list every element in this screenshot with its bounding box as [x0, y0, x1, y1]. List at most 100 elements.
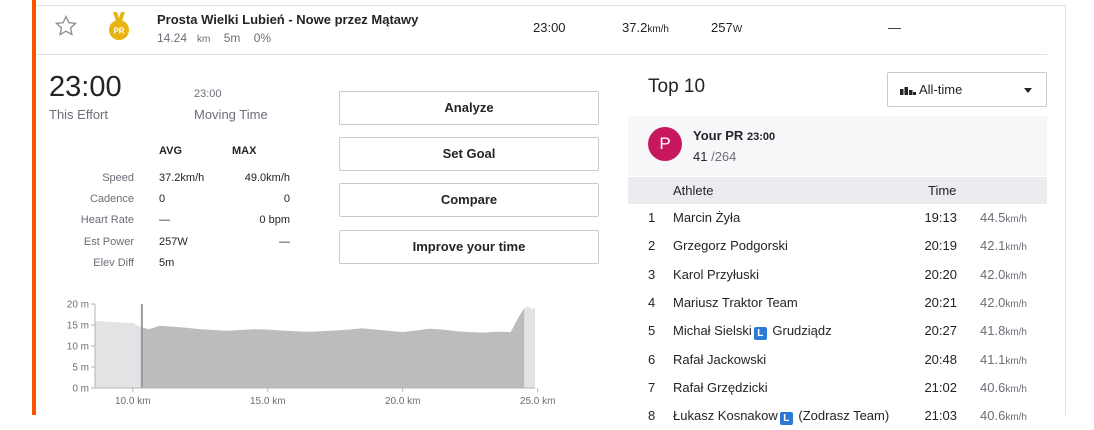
- table-row: 8 Łukasz Kosnakow L (Zodrasz Team) 21:03 40.…: [628, 402, 1047, 430]
- segment-start-marker: [140, 304, 143, 388]
- athlete-rank: 1: [648, 210, 656, 225]
- segment-grade: 0%: [253, 31, 272, 45]
- stat-max: 0 bpm: [259, 214, 290, 226]
- stat-label: Speed: [102, 172, 134, 184]
- segment-meta: 14.24 km 5m 0%: [157, 31, 281, 45]
- moving-time-value: 23:00: [194, 88, 222, 100]
- athlete-name-link[interactable]: Rafał Grzędzicki: [673, 379, 768, 395]
- segment-time: 23:00: [533, 20, 566, 35]
- stat-label: Est Power: [83, 236, 134, 248]
- star-icon[interactable]: [54, 14, 78, 38]
- segment-power: 257W: [711, 20, 743, 35]
- athlete-time: 20:21: [924, 294, 957, 310]
- athlete-speed: 42.1km/h: [980, 238, 1027, 254]
- x-tick-label: 15.0 km: [250, 396, 286, 407]
- stats-row: Elev Diff 5m: [60, 257, 300, 273]
- table-row: 4 Mariusz Traktor Team 20:21 42.0km/h: [628, 289, 1047, 317]
- chevron-down-icon: [1024, 88, 1032, 93]
- your-pr-title: Your PR 23:00: [693, 128, 776, 143]
- table-row: 5 Michał Sielski L Grudziądz 20:27 41.8km/h: [628, 317, 1047, 345]
- athlete-time: 20:27: [924, 323, 957, 339]
- stat-max: 49.0km/h: [244, 172, 290, 184]
- athlete-name-link[interactable]: Michał Sielski L Grudziądz: [673, 323, 832, 341]
- stats-row: Heart Rate — 0 bpm: [60, 214, 300, 230]
- improve-time-button[interactable]: Improve your time: [339, 230, 599, 264]
- stats-row: Cadence 0 0: [60, 193, 300, 209]
- athlete-speed: 41.1km/h: [980, 351, 1027, 367]
- column-time: Time: [928, 183, 957, 198]
- medal-label: PR: [113, 27, 124, 36]
- athlete-speed: 40.6km/h: [980, 379, 1027, 395]
- segment-elevation: 5m: [223, 31, 241, 45]
- moving-time-label: Moving Time: [194, 107, 268, 122]
- athlete-time: 21:02: [924, 379, 957, 395]
- athlete-time: 19:13: [924, 210, 957, 225]
- accent-bar: [32, 0, 36, 415]
- bar-chart-icon: [900, 87, 916, 95]
- compare-button[interactable]: Compare: [339, 183, 599, 217]
- max-header: MAX: [232, 145, 257, 157]
- leaderboard-filter-dropdown[interactable]: All-time: [887, 72, 1047, 107]
- effort-time: 23:00: [49, 71, 122, 103]
- leaderboard-title: Top 10: [648, 76, 706, 97]
- x-tick-label: 20.0 km: [385, 396, 421, 407]
- stats-row: Speed 37.2km/h 49.0km/h: [60, 172, 300, 188]
- athlete-time: 21:03: [924, 408, 957, 424]
- your-pr-card: P Your PR 23:00 41 /264: [628, 116, 1047, 176]
- athlete-rank: 4: [648, 294, 656, 310]
- athlete-time: 20:19: [924, 238, 957, 254]
- column-athlete: Athlete: [673, 183, 714, 198]
- segment-distance: 14.24 km: [157, 31, 211, 45]
- filter-value: All-time: [919, 82, 963, 97]
- avatar[interactable]: P: [648, 127, 682, 161]
- stat-label: Heart Rate: [80, 214, 134, 226]
- stat-avg: 37.2km/h: [159, 172, 205, 184]
- segment-row[interactable]: PR Prosta Wielki Lubień - Nowe przez Mąt…: [36, 6, 1047, 55]
- athlete-name-link[interactable]: Grzegorz Podgorski: [673, 238, 788, 254]
- your-pr-rank: 41 /264: [693, 149, 737, 164]
- table-row: 7 Rafał Grzędzicki 21:02 40.6km/h: [628, 374, 1047, 402]
- flag-badge: L: [779, 412, 793, 426]
- athlete-time: 20:48: [924, 351, 957, 367]
- medal-circle: [109, 20, 129, 40]
- athlete-name-link[interactable]: Łukasz Kosnakow L (Zodrasz Team): [673, 408, 890, 426]
- athlete-name-link[interactable]: Mariusz Traktor Team: [673, 294, 798, 310]
- athlete-name-link[interactable]: Rafał Jackowski: [673, 351, 767, 367]
- athlete-time: 20:20: [924, 266, 957, 282]
- elevation-chart: 20 m 15 m 10 m 5 m 0 m 10.0 km 15.0 km 20.0 km 2…: [67, 300, 556, 408]
- stat-avg: 0: [159, 193, 166, 205]
- segment-speed: 37.2km/h: [622, 20, 669, 35]
- flag-badge: L: [753, 327, 767, 341]
- pr-medal-icon: PR: [108, 12, 130, 42]
- athlete-speed: 42.0km/h: [980, 294, 1027, 310]
- athlete-rank: 6: [648, 351, 656, 367]
- y-tick-label: 20 m: [67, 300, 89, 311]
- athlete-rank: 5: [648, 323, 656, 339]
- stat-label: Elev Diff: [93, 257, 134, 269]
- athlete-name-link[interactable]: Marcin Żyła: [673, 210, 741, 225]
- y-tick-label: 15 m: [67, 321, 89, 332]
- analyze-button[interactable]: Analyze: [339, 91, 599, 125]
- athlete-name-link[interactable]: Karol Przyłuski: [673, 266, 759, 282]
- table-row: 3 Karol Przyłuski 20:20 42.0km/h: [628, 261, 1047, 289]
- segment-name-link[interactable]: Prosta Wielki Lubień - Nowe przez Mątawy: [157, 12, 419, 27]
- athlete-speed: 44.5km/h: [980, 210, 1027, 225]
- stat-max: 0: [283, 193, 290, 205]
- table-row: 6 Rafał Jackowski 20:48 41.1km/h: [628, 346, 1047, 374]
- stat-label: Cadence: [89, 193, 134, 205]
- athlete-speed: 40.6km/h: [980, 408, 1027, 424]
- x-tick-label: 25.0 km: [520, 396, 556, 407]
- effort-label: This Effort: [49, 107, 109, 122]
- segment-elevation-area: [140, 308, 525, 388]
- table-row: 1 Marcin Żyła 19:13 44.5km/h: [628, 204, 1047, 232]
- avg-header: AVG: [159, 145, 183, 157]
- athlete-rank: 7: [648, 379, 656, 395]
- stat-avg: 5m: [159, 257, 175, 269]
- athlete-rank: 2: [648, 238, 656, 254]
- leaderboard-header: Athlete Time: [628, 177, 1047, 204]
- athlete-rank: 8: [648, 408, 656, 424]
- stat-max: —: [279, 236, 290, 248]
- set-goal-button[interactable]: Set Goal: [339, 137, 599, 171]
- divider: [1065, 5, 1066, 415]
- stat-avg: 257W: [159, 236, 188, 248]
